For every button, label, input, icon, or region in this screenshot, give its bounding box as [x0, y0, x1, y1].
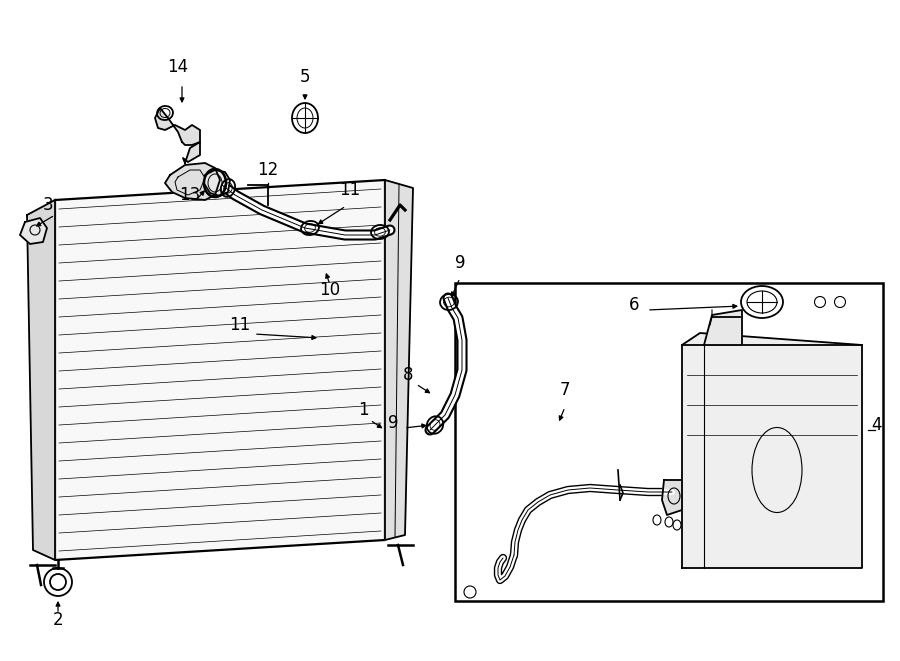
- Text: 14: 14: [167, 58, 189, 76]
- Text: 2: 2: [53, 611, 63, 629]
- Text: 1: 1: [357, 401, 368, 419]
- Polygon shape: [385, 180, 413, 540]
- Text: 7: 7: [560, 381, 571, 399]
- Text: 5: 5: [300, 68, 310, 86]
- Text: 3: 3: [42, 196, 53, 214]
- Text: 9: 9: [388, 414, 398, 432]
- Text: 9: 9: [454, 254, 465, 272]
- Polygon shape: [682, 333, 862, 568]
- Polygon shape: [55, 180, 385, 560]
- Polygon shape: [662, 480, 682, 515]
- Polygon shape: [27, 200, 55, 560]
- Bar: [455, 283, 883, 601]
- Text: 11: 11: [339, 181, 361, 199]
- Text: 11: 11: [230, 316, 250, 334]
- Polygon shape: [165, 163, 220, 200]
- Polygon shape: [155, 108, 200, 145]
- Polygon shape: [205, 170, 230, 196]
- Polygon shape: [704, 310, 742, 345]
- Text: 12: 12: [257, 161, 279, 179]
- Text: 8: 8: [403, 366, 413, 384]
- Text: 13: 13: [179, 186, 201, 204]
- Text: 10: 10: [320, 281, 340, 299]
- Polygon shape: [183, 142, 200, 163]
- Text: 4: 4: [872, 416, 882, 434]
- Text: 6: 6: [629, 296, 639, 314]
- Polygon shape: [20, 218, 47, 244]
